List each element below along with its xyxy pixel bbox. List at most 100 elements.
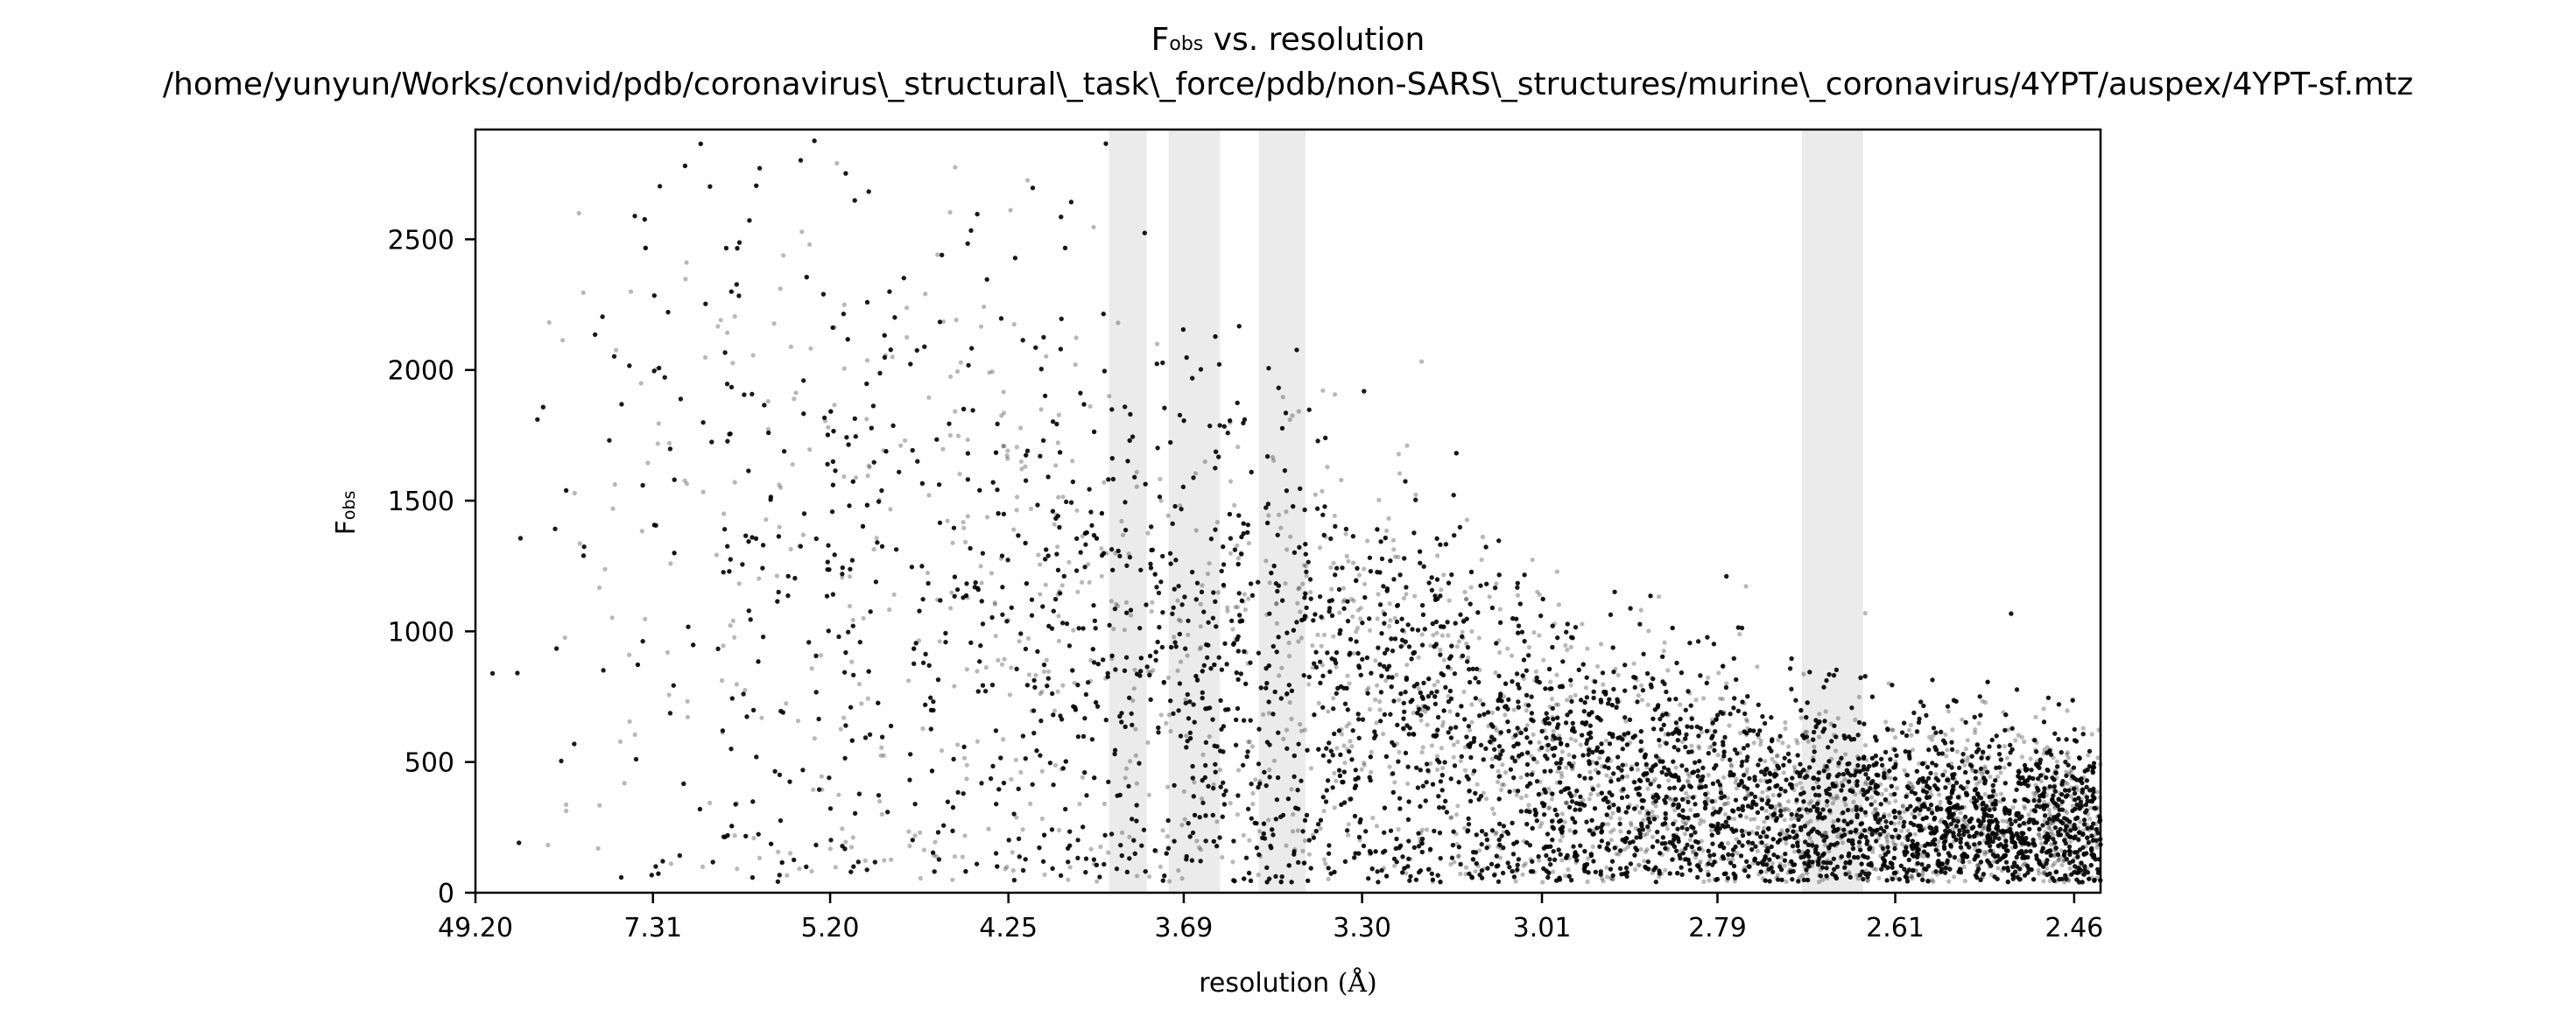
data-point: [1218, 768, 1223, 773]
data-point: [1046, 669, 1052, 674]
data-point: [750, 353, 756, 358]
data-point: [1075, 589, 1080, 595]
data-point: [1835, 716, 1841, 721]
data-point: [1306, 682, 1312, 687]
data-point: [1432, 683, 1437, 688]
data-point: [906, 678, 911, 684]
data-point: [958, 360, 963, 365]
data-point: [957, 472, 962, 477]
data-point: [1346, 558, 1351, 564]
data-point: [1392, 780, 1397, 785]
data-point: [1976, 720, 1981, 726]
data-point: [1524, 723, 1530, 728]
data-point: [1864, 757, 1869, 762]
data-point: [807, 446, 813, 452]
data-point: [1909, 782, 1914, 787]
data-point: [1397, 749, 1402, 754]
data-point: [993, 634, 998, 639]
data-point: [735, 866, 740, 872]
data-point: [1853, 717, 1858, 723]
data-point: [1129, 613, 1134, 618]
data-point: [1301, 563, 1307, 568]
data-point: [965, 514, 970, 519]
data-point: [1614, 852, 1619, 857]
data-point: [577, 541, 582, 546]
data-point: [1284, 843, 1289, 848]
data-point: [2065, 752, 2070, 757]
data-point: [1233, 605, 1238, 610]
data-point: [1296, 409, 1301, 414]
data-point: [912, 833, 918, 838]
data-point: [1850, 808, 1855, 813]
data-point: [1524, 793, 1529, 799]
data-point: [1865, 878, 1870, 883]
data-point: [1007, 692, 1012, 698]
data-point: [1836, 763, 1841, 768]
data-point: [1287, 699, 1292, 705]
data-point: [1489, 740, 1495, 746]
data-point: [1823, 709, 1828, 714]
data-point: [1303, 564, 1309, 569]
data-point: [1786, 807, 1791, 813]
data-point: [1689, 743, 1694, 748]
data-point: [1829, 756, 1834, 761]
data-point: [1785, 799, 1791, 804]
data-point: [1168, 728, 1173, 734]
data-point: [1663, 732, 1668, 737]
data-point: [1911, 848, 1917, 853]
data-point: [1001, 444, 1006, 449]
data-point: [812, 736, 817, 741]
data-point: [1568, 683, 1573, 688]
data-point: [1056, 614, 1061, 619]
data-point: [1435, 767, 1440, 773]
data-point: [1717, 796, 1722, 801]
data-point: [1002, 410, 1007, 416]
data-point: [1917, 800, 1922, 805]
data-point: [1911, 784, 1916, 790]
data-point: [1461, 689, 1467, 695]
data-point: [1608, 838, 1614, 843]
data-point: [1758, 738, 1763, 744]
data-point: [1387, 601, 1392, 607]
data-point: [2051, 832, 2056, 838]
data-point: [1246, 596, 1251, 601]
data-point: [1494, 581, 1499, 586]
data-point: [1732, 879, 1737, 884]
data-point: [809, 666, 814, 671]
data-point: [947, 210, 953, 215]
data-point: [1146, 792, 1151, 797]
data-point: [1446, 598, 1452, 603]
data-point: [2052, 852, 2058, 859]
data-point: [732, 635, 737, 640]
data-point: [1893, 798, 1898, 803]
data-point: [926, 395, 932, 400]
data-point: [1299, 635, 1304, 641]
data-point: [1289, 716, 1294, 722]
data-point: [2000, 818, 2005, 824]
data-point: [1387, 764, 1392, 769]
data-point: [1572, 831, 1577, 836]
data-point: [1242, 607, 1248, 613]
data-point: [1645, 702, 1650, 707]
data-point: [1678, 702, 1683, 707]
data-point: [1958, 810, 1963, 816]
data-point: [1194, 838, 1200, 844]
data-point: [685, 698, 690, 704]
data-point: [1615, 672, 1621, 678]
data-point: [1876, 875, 1882, 880]
data-point: [1009, 665, 1014, 670]
data-point: [1665, 826, 1671, 831]
data-point: [725, 330, 730, 335]
data-point: [1165, 675, 1171, 681]
data-point: [1281, 736, 1286, 742]
data-point: [1899, 841, 1904, 847]
data-point: [1872, 830, 1877, 835]
data-point: [1458, 759, 1463, 764]
data-point: [1392, 615, 1397, 621]
data-point: [1160, 828, 1165, 833]
data-point: [1367, 706, 1373, 712]
data-point: [1366, 685, 1371, 691]
data-point: [1150, 600, 1155, 605]
data-point: [560, 338, 566, 343]
data-point: [1306, 852, 1312, 857]
